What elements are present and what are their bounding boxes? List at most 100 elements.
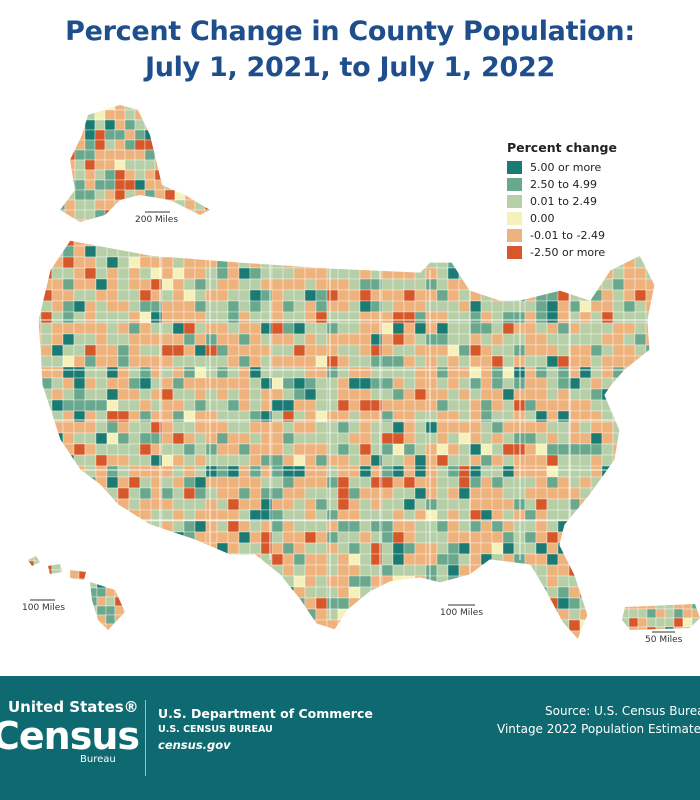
county-cell	[227, 377, 240, 390]
county-cell	[205, 421, 218, 434]
county-cell	[436, 465, 449, 478]
county-cell	[491, 432, 504, 445]
county-cell	[634, 520, 647, 533]
county-cell	[623, 509, 636, 522]
county-cell	[161, 630, 174, 640]
county-cell	[95, 553, 108, 566]
county-cell	[326, 531, 339, 544]
county-cell	[359, 388, 372, 401]
county-cell	[139, 267, 152, 280]
county-cell	[326, 443, 339, 456]
county-cell	[205, 465, 218, 478]
county-cell	[612, 520, 625, 533]
website-link[interactable]: census.gov	[158, 738, 231, 752]
county-cell	[51, 465, 64, 478]
county-cell	[458, 289, 471, 302]
county-cell	[634, 377, 647, 390]
county-cell	[535, 333, 548, 346]
county-cell	[194, 619, 207, 632]
county-cell	[154, 159, 166, 171]
county-cell	[315, 333, 328, 346]
county-cell	[174, 189, 186, 201]
county-cell	[645, 289, 655, 302]
county-cell	[524, 553, 537, 566]
county-cell	[194, 509, 207, 522]
county-cell	[271, 344, 284, 357]
county-cell	[315, 278, 328, 291]
county-cell	[123, 614, 125, 625]
county-cell	[628, 617, 639, 628]
county-cell	[359, 608, 372, 621]
county-cell	[568, 520, 581, 533]
county-cell	[480, 333, 493, 346]
county-cell	[436, 311, 449, 324]
county-cell	[480, 575, 493, 588]
county-cell	[326, 487, 339, 500]
county-cell	[579, 421, 592, 434]
county-cell	[612, 531, 625, 544]
county-cell	[106, 256, 119, 269]
county-cell	[216, 421, 229, 434]
county-cell	[184, 129, 196, 141]
county-cell	[502, 421, 515, 434]
county-cell	[139, 421, 152, 434]
county-cell	[568, 399, 581, 412]
county-cell	[337, 487, 350, 500]
county-cell	[645, 531, 655, 544]
county-cell	[73, 553, 86, 566]
county-cell	[590, 509, 603, 522]
county-cell	[568, 597, 581, 610]
county-cell	[590, 267, 603, 280]
county-cell	[403, 333, 416, 346]
county-cell	[271, 388, 284, 401]
county-cell	[579, 267, 592, 280]
county-cell	[458, 377, 471, 390]
county-cell	[348, 355, 361, 368]
county-cell	[623, 630, 636, 640]
county-cell	[164, 199, 176, 211]
county-cell	[458, 520, 471, 533]
county-cell	[524, 300, 537, 313]
county-cell	[51, 443, 64, 456]
county-cell	[87, 556, 98, 562]
county-cell	[40, 476, 53, 489]
county-cell	[106, 520, 119, 533]
county-cell	[601, 421, 614, 434]
county-cell	[634, 531, 647, 544]
county-cell	[118, 642, 129, 653]
county-cell	[94, 219, 106, 222]
county-cell	[447, 432, 460, 445]
county-cell	[403, 454, 416, 467]
county-cell	[590, 443, 603, 456]
county-cell	[227, 443, 240, 456]
county-cell	[40, 454, 53, 467]
county-cell	[161, 366, 174, 379]
county-cell	[271, 476, 284, 489]
county-cell	[106, 553, 119, 566]
county-cell	[645, 399, 655, 412]
county-cell	[84, 619, 97, 632]
county-cell	[260, 586, 273, 599]
county-cell	[304, 531, 317, 544]
county-cell	[645, 421, 655, 434]
county-cell	[590, 322, 603, 335]
county-cell	[491, 355, 504, 368]
county-cell	[458, 465, 471, 478]
county-cell	[184, 159, 196, 171]
county-cell	[359, 597, 372, 610]
county-cell	[105, 560, 116, 571]
county-cell	[238, 520, 251, 533]
county-cell	[524, 476, 537, 489]
county-cell	[293, 498, 306, 511]
county-cell	[238, 619, 251, 632]
county-cell	[139, 399, 152, 412]
county-cell	[414, 553, 427, 566]
county-cell	[74, 149, 86, 161]
county-cell	[105, 596, 116, 607]
county-cell	[70, 633, 79, 642]
county-cell	[106, 289, 119, 302]
county-cell	[469, 344, 482, 357]
county-cell	[114, 169, 126, 181]
county-cell	[304, 289, 317, 302]
county-cell	[249, 531, 262, 544]
